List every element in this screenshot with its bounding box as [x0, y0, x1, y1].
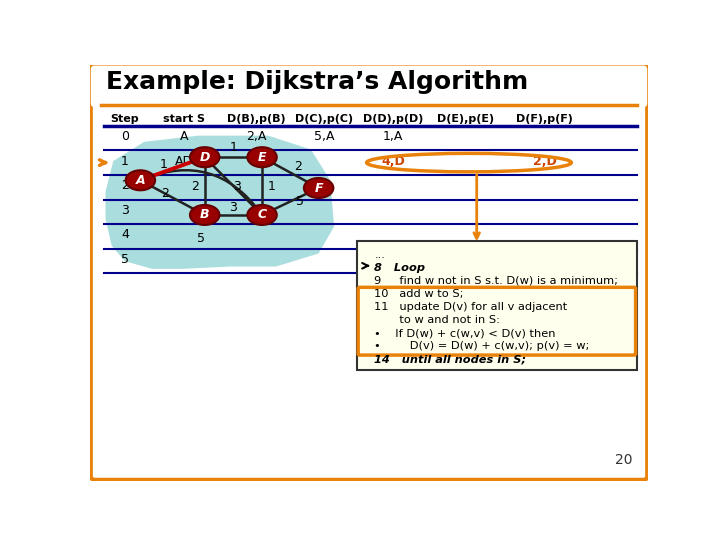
FancyBboxPatch shape [91, 65, 647, 480]
Text: 5: 5 [296, 195, 304, 208]
Text: A: A [179, 130, 188, 143]
Text: •    If D(w) + c(w,v) < D(v) then: • If D(w) + c(w,v) < D(v) then [374, 328, 556, 338]
Text: ...: ... [374, 249, 385, 260]
Text: A: A [135, 174, 145, 187]
Text: 4,D: 4,D [381, 154, 405, 167]
Text: 4: 4 [121, 228, 129, 241]
Text: 9     find w not in S s.t. D(w) is a minimum;: 9 find w not in S s.t. D(w) is a minimum… [374, 276, 618, 286]
Polygon shape [106, 136, 334, 269]
Text: 0: 0 [121, 130, 129, 143]
Ellipse shape [248, 205, 276, 225]
Ellipse shape [126, 170, 155, 190]
Text: 1,A: 1,A [383, 130, 403, 143]
Text: D(F),p(F): D(F),p(F) [516, 114, 573, 124]
Text: start S: start S [163, 114, 204, 124]
Text: 2: 2 [294, 160, 302, 173]
Text: 2: 2 [161, 187, 168, 200]
FancyBboxPatch shape [356, 241, 637, 370]
Text: 11   update D(v) for all v adjacent: 11 update D(v) for all v adjacent [374, 302, 567, 312]
Text: 3: 3 [230, 201, 238, 214]
Text: 2: 2 [192, 180, 199, 193]
Text: D: D [199, 151, 210, 164]
Text: to w and not in S:: to w and not in S: [374, 315, 500, 325]
Text: D(C),p(C): D(C),p(C) [295, 114, 353, 124]
Text: 2,D: 2,D [533, 154, 557, 167]
Text: D(D),p(D): D(D),p(D) [363, 114, 423, 124]
Text: 3: 3 [121, 204, 129, 217]
Text: 1: 1 [121, 154, 129, 167]
Text: 2,A: 2,A [246, 130, 266, 143]
Text: F: F [315, 181, 323, 194]
Text: 14   until all nodes in S;: 14 until all nodes in S; [374, 354, 526, 364]
Text: 5: 5 [197, 232, 205, 245]
Text: Step: Step [111, 114, 139, 124]
Text: 20: 20 [615, 453, 632, 467]
Text: 8   Loop: 8 Loop [374, 262, 426, 273]
Ellipse shape [190, 205, 220, 225]
Text: 10   add w to S;: 10 add w to S; [374, 289, 464, 299]
Ellipse shape [248, 147, 276, 167]
Text: AD: AD [175, 154, 193, 167]
Text: 1: 1 [267, 180, 275, 193]
Text: D(E),p(E): D(E),p(E) [437, 114, 495, 124]
Text: 1: 1 [159, 158, 167, 171]
Text: Example: Dijkstra’s Algorithm: Example: Dijkstra’s Algorithm [106, 70, 528, 94]
Text: 1: 1 [230, 141, 238, 154]
Text: •        D(v) = D(w) + c(w,v); p(v) = w;: • D(v) = D(w) + c(w,v); p(v) = w; [374, 341, 590, 351]
Text: E: E [258, 151, 266, 164]
Ellipse shape [304, 178, 333, 198]
Text: 5: 5 [121, 253, 129, 266]
Text: 2: 2 [121, 179, 129, 192]
Ellipse shape [190, 147, 220, 167]
FancyBboxPatch shape [91, 65, 647, 107]
Text: B: B [200, 208, 210, 221]
Text: 5,A: 5,A [314, 130, 334, 143]
Text: C: C [258, 208, 266, 221]
Text: 3: 3 [233, 180, 241, 193]
Text: D(B),p(B): D(B),p(B) [227, 114, 285, 124]
